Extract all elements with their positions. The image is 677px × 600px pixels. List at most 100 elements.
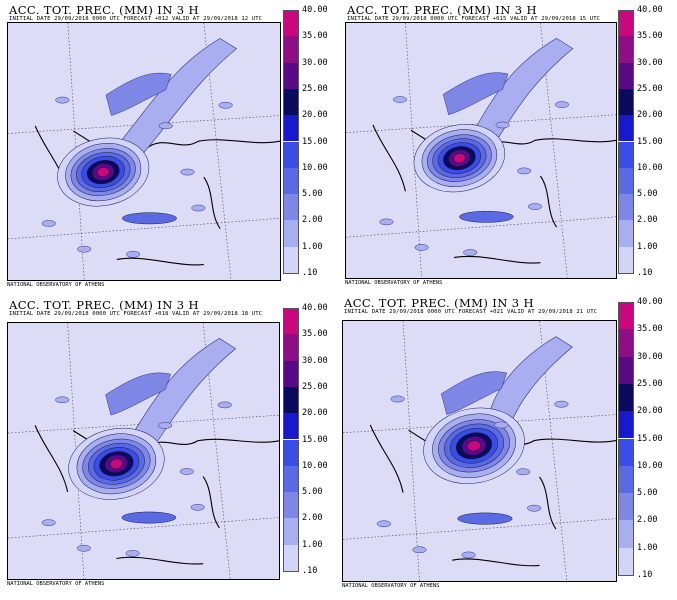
legend-label: 25.00 [637, 378, 663, 389]
legend-label: 5.00 [637, 189, 658, 200]
legend-swatch [283, 10, 299, 38]
panel-title: ACC. TOT. PREC. (MM) IN 3 H [9, 298, 199, 312]
credit-text: NATIONAL OBSERVATORY OF ATHENS [7, 581, 105, 587]
precip-band [116, 38, 237, 163]
legend-swatch [618, 329, 634, 357]
precipitation-map [342, 320, 617, 582]
legend-label: .10 [637, 570, 653, 580]
legend-label: 15.00 [637, 136, 663, 147]
precip-cell [516, 468, 531, 476]
coastline [34, 125, 280, 266]
precip-cell [77, 245, 92, 253]
legend-label: 15.00 [302, 136, 328, 147]
map-canvas [8, 323, 279, 579]
legend-label: 40.00 [637, 5, 663, 15]
panel-title: ACC. TOT. PREC. (MM) IN 3 H [9, 3, 199, 17]
legend-swatch [618, 356, 634, 384]
precip-cell [390, 395, 405, 403]
precip-cell [55, 396, 70, 404]
precip-cell [555, 101, 569, 108]
precip-cell [179, 468, 194, 475]
precip-cell [494, 421, 509, 429]
legend-swatch [618, 493, 634, 521]
panel-subtitle: INITIAL DATE 29/09/2018 0000 UTC FORECAS… [347, 16, 601, 22]
legend-label: 10.00 [302, 162, 328, 173]
legend-swatch [283, 465, 299, 493]
precip-cell [463, 249, 478, 256]
legend-label: 30.00 [302, 57, 328, 68]
panel-title: ACC. TOT. PREC. (MM) IN 3 H [347, 3, 537, 17]
precip-cell [376, 520, 392, 528]
storm-contour [453, 153, 466, 164]
legend-label: 30.00 [302, 355, 328, 366]
precip-cell [41, 519, 56, 527]
legend-label: 1.00 [302, 539, 323, 550]
precip-cell [554, 400, 569, 408]
legend-label: 5.00 [302, 487, 323, 498]
legend-swatch [618, 167, 634, 195]
legend-label: 25.00 [302, 381, 328, 392]
storm-contour [109, 458, 123, 469]
legend-label: 40.00 [302, 303, 328, 313]
legend-label: 5.00 [302, 189, 323, 200]
precip-cell [180, 168, 195, 176]
legend-swatch [618, 194, 634, 221]
precip-band [440, 371, 508, 415]
legend-swatch [283, 518, 299, 545]
legend-swatch [618, 547, 634, 576]
graticule-line [402, 321, 420, 581]
storm-contour [467, 440, 481, 452]
legend-swatch [283, 141, 299, 168]
legend-swatch [618, 246, 634, 274]
legend-label: 35.00 [637, 324, 663, 335]
precip-cell [528, 203, 542, 210]
legend-label: 35.00 [302, 329, 328, 340]
legend-swatch [283, 360, 299, 387]
graticule-line [67, 23, 85, 280]
legend-swatch [618, 88, 634, 116]
credit-text: NATIONAL OBSERVATORY OF ATHENS [342, 583, 440, 589]
legend-swatch [618, 465, 634, 494]
precip-cell [126, 250, 141, 258]
legend-label: 10.00 [637, 460, 663, 471]
legend-label: 40.00 [302, 5, 328, 15]
map-canvas [8, 23, 280, 280]
legend-swatch [283, 246, 299, 274]
precip-cell [158, 422, 173, 429]
legend-swatch [283, 36, 299, 63]
map-canvas [343, 321, 616, 581]
legend-swatch [283, 167, 299, 195]
legend-label: 5.00 [637, 488, 658, 499]
legend-swatch [283, 492, 299, 519]
legend-label: 30.00 [637, 351, 663, 362]
graticule-line [343, 518, 616, 540]
legend-label: .10 [302, 268, 318, 278]
legend-label: 25.00 [637, 83, 663, 94]
precip-cell [461, 551, 476, 559]
legend-swatch [283, 115, 299, 142]
legend-swatch [283, 62, 299, 89]
legend-label: 35.00 [302, 31, 328, 42]
precip-cell [125, 550, 140, 557]
legend-swatch [618, 411, 634, 439]
legend-swatch [283, 194, 299, 221]
storm-contour [97, 167, 110, 178]
credit-text: NATIONAL OBSERVATORY OF ATHENS [345, 280, 443, 286]
legend-label: 25.00 [302, 83, 328, 94]
legend-swatch [618, 10, 634, 38]
legend-swatch [283, 439, 299, 466]
legend-swatch [618, 62, 634, 89]
legend-label: 2.00 [637, 515, 658, 526]
legend-swatch [283, 334, 299, 361]
legend-swatch [618, 302, 634, 331]
legend-label: 2.00 [302, 215, 323, 226]
precip-streak [121, 212, 177, 225]
legend-label: 2.00 [637, 215, 658, 226]
graticule-line [405, 23, 422, 278]
legend-swatch [283, 413, 299, 440]
legend-label: 1.00 [302, 241, 323, 252]
panel-subtitle: INITIAL DATE 29/09/2018 0000 UTC FORECAS… [9, 311, 263, 317]
graticule-line [67, 323, 85, 579]
legend-swatch [283, 386, 299, 414]
legend-swatch [283, 220, 299, 247]
